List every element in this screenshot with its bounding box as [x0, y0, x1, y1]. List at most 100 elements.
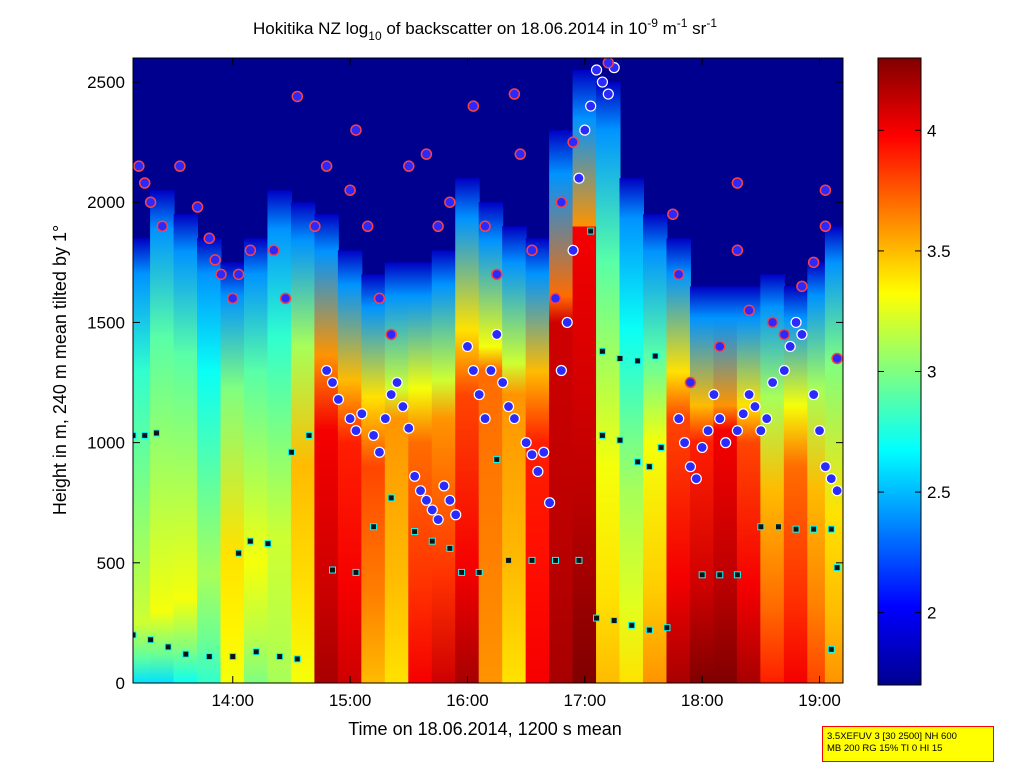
layer-marker	[792, 525, 800, 533]
x-tick-label: 14:00	[211, 691, 254, 710]
high-cloud-marker	[508, 88, 521, 100]
cloud-base-marker	[344, 412, 356, 425]
high-cloud-marker	[244, 244, 257, 257]
cloud-base-marker	[696, 441, 708, 454]
high-cloud-marker	[731, 244, 744, 257]
cloud-base-marker	[438, 480, 450, 492]
cloud-base-marker	[397, 400, 409, 413]
layer-marker	[628, 621, 636, 629]
high-cloud-marker	[684, 376, 697, 389]
cloud-base-marker	[502, 400, 515, 413]
heatmap-column	[760, 274, 785, 683]
heatmap-column	[173, 214, 199, 683]
y-tick-label: 0	[116, 674, 125, 693]
high-cloud-marker	[819, 220, 832, 233]
settings-info-box: 3.5XEFUV 3 [30 2500] NH 600 MB 200 RG 15…	[822, 726, 994, 762]
layer-marker	[827, 645, 835, 653]
heatmap-column	[220, 262, 245, 683]
layer-marker	[493, 455, 501, 463]
high-cloud-marker	[350, 124, 362, 136]
y-axis-label: Height in m, 240 m mean tilted by 1°	[50, 225, 70, 515]
cloud-base-marker	[813, 424, 826, 437]
layer-marker	[305, 431, 313, 439]
layer-marker	[141, 431, 149, 439]
high-cloud-marker	[203, 232, 216, 245]
heatmap-column	[337, 250, 363, 683]
high-cloud-marker	[279, 292, 292, 305]
layer-marker	[616, 354, 624, 362]
high-cloud-marker	[819, 184, 832, 196]
layer-marker	[593, 614, 601, 622]
info-line-1: 3.5XEFUV 3 [30 2500] NH 600	[827, 731, 957, 742]
high-cloud-marker	[373, 292, 386, 305]
cloud-base-marker	[561, 316, 573, 329]
heatmap-column	[314, 214, 339, 683]
layer-marker	[276, 653, 284, 661]
title-sup1: -9	[647, 16, 658, 30]
layer-marker	[733, 571, 741, 579]
x-tick-label: 18:00	[681, 691, 724, 710]
layer-marker	[657, 443, 665, 451]
backscatter-heatmap	[133, 70, 843, 683]
layer-marker	[505, 556, 513, 564]
high-cloud-marker	[667, 208, 679, 220]
layer-marker	[634, 458, 642, 466]
layer-marker	[634, 357, 642, 365]
high-cloud-marker	[567, 136, 579, 148]
cloud-base-marker	[373, 446, 386, 458]
title-subscript: 10	[368, 29, 382, 43]
cloud-base-marker	[473, 388, 485, 401]
heatmap-column	[572, 70, 598, 683]
cloud-base-marker	[432, 513, 444, 526]
layer-marker	[587, 227, 595, 235]
layer-marker	[475, 568, 483, 576]
high-cloud-marker	[444, 196, 456, 208]
high-cloud-marker	[144, 196, 157, 208]
cloud-base-marker	[532, 465, 544, 478]
cloud-base-marker	[321, 364, 333, 377]
colorbar-tick-label: 2	[927, 604, 936, 623]
high-cloud-marker	[227, 292, 239, 305]
layer-marker	[610, 617, 618, 624]
title-prefix: Hokitika NZ log	[253, 19, 368, 38]
cloud-base-marker	[420, 494, 432, 506]
cloud-base-marker	[596, 76, 609, 88]
cloud-base-marker	[467, 364, 479, 377]
high-cloud-marker	[731, 177, 744, 189]
layer-marker	[152, 429, 160, 437]
cloud-base-marker	[461, 340, 474, 353]
high-cloud-marker	[555, 196, 568, 208]
x-tick-label: 17:00	[564, 691, 607, 710]
y-tick-label: 1500	[87, 313, 125, 332]
layer-marker	[411, 528, 419, 536]
high-cloud-marker	[209, 254, 221, 266]
high-cloud-marker	[320, 160, 333, 172]
layer-marker	[428, 537, 436, 545]
high-cloud-marker	[232, 268, 245, 281]
high-cloud-marker	[156, 220, 169, 233]
cloud-base-marker	[778, 364, 790, 377]
cloud-base-marker	[708, 388, 720, 401]
heatmap-column	[525, 238, 551, 683]
cloud-base-marker	[673, 412, 685, 425]
cloud-base-marker	[766, 376, 779, 389]
heatmap-column	[502, 226, 527, 683]
layer-marker	[716, 571, 724, 579]
cloud-base-marker	[367, 429, 380, 442]
cloud-base-marker	[755, 424, 767, 437]
cloud-base-marker	[391, 376, 403, 389]
layer-marker	[774, 523, 782, 531]
cloud-base-marker	[450, 509, 462, 521]
cloud-base-marker	[409, 470, 421, 482]
layer-marker	[370, 523, 378, 531]
heatmap-column	[133, 238, 152, 683]
heatmap-column	[384, 262, 410, 683]
heatmap-column	[431, 250, 457, 683]
layer-marker	[293, 655, 301, 663]
colorbar	[877, 57, 922, 686]
cloud-base-marker	[579, 124, 591, 136]
colorbar-tick-label: 4	[927, 121, 936, 140]
cloud-base-marker	[602, 88, 614, 100]
cloud-base-marker	[403, 422, 415, 434]
